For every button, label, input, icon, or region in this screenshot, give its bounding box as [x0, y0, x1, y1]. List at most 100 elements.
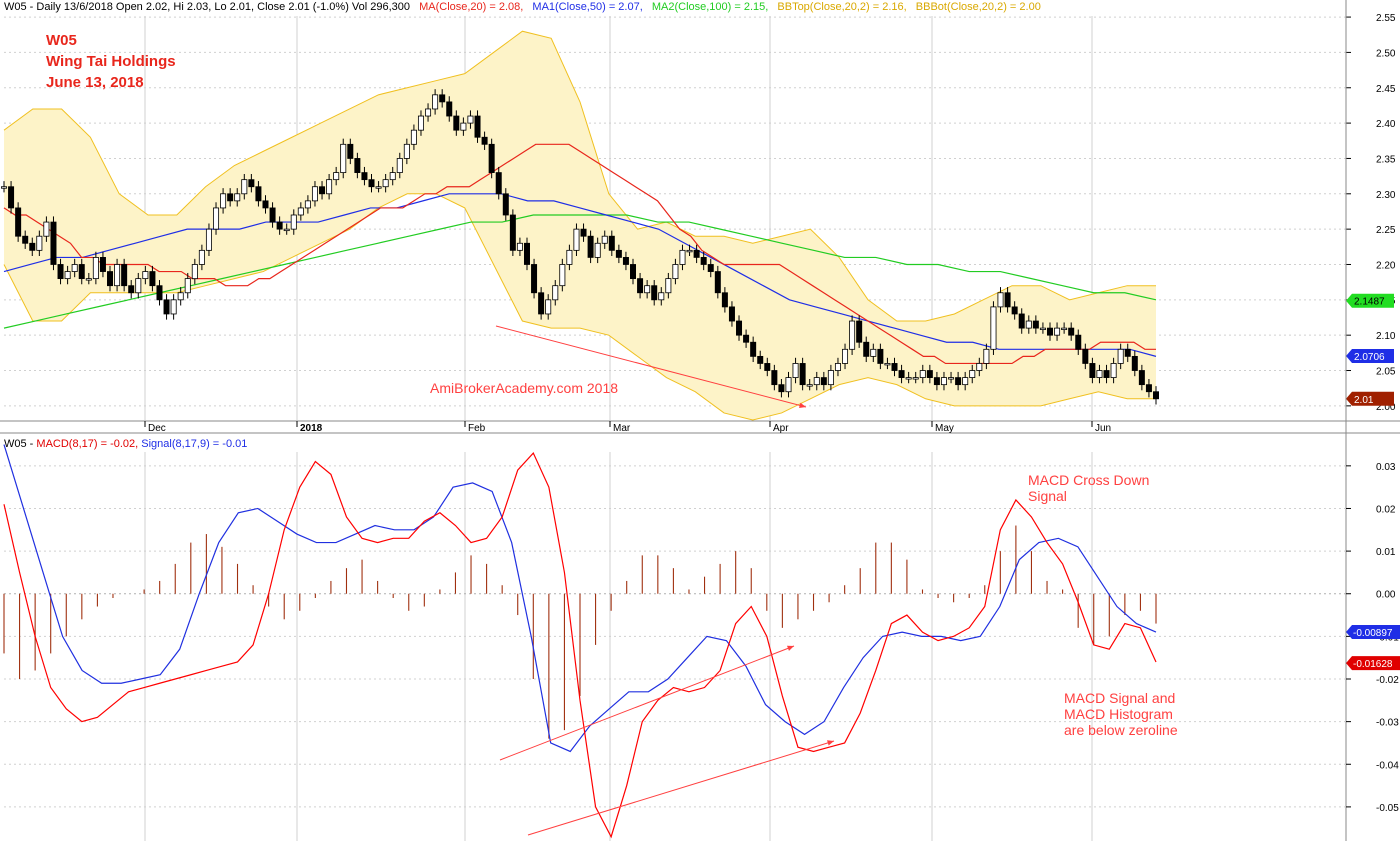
candle-body [778, 384, 785, 393]
candle-body [764, 363, 771, 371]
candle-body [156, 285, 163, 301]
candle-body [64, 271, 71, 280]
candle-body [361, 172, 368, 181]
candle-body [842, 348, 849, 364]
candle-body [354, 158, 361, 173]
candle-body [1011, 306, 1018, 315]
x-tick-label: Mar [613, 423, 631, 434]
watermark-text: AmiBrokerAcademy.com 2018 [430, 380, 619, 396]
candle-body [276, 221, 283, 230]
macd-tick-label: 0.02 [1376, 504, 1396, 515]
bollinger-top-line [3, 30, 1156, 322]
price-tick-label: 2.10 [1376, 331, 1396, 342]
candle-body [1025, 320, 1032, 329]
candle-body [403, 143, 410, 159]
candle-body [78, 264, 85, 280]
candle-body [0, 186, 7, 189]
candle-body [615, 249, 622, 258]
price-pane-header: W05 - Daily 13/6/2018 Open 2.02, Hi 2.03… [4, 1, 1041, 13]
candle-body [410, 129, 417, 145]
candle-body [1004, 292, 1011, 308]
candle-body [1046, 327, 1053, 336]
candle-body [919, 370, 926, 378]
candle-body [1131, 355, 1138, 371]
candle-body [587, 235, 594, 258]
candle-body [297, 207, 304, 216]
candle-body [22, 235, 29, 244]
candle-body [834, 363, 841, 371]
macd-tick-label: -0.02 [1376, 675, 1399, 686]
candle-body [128, 285, 135, 294]
signal-line [3, 444, 1157, 753]
candle-body [601, 235, 608, 244]
candle-body [856, 320, 863, 343]
candle-body [375, 186, 382, 189]
candle-body [347, 143, 354, 159]
candle-body [71, 264, 78, 272]
candle-body [630, 264, 637, 280]
price-label-text: 2.0706 [1354, 352, 1385, 363]
price-label-text: 2.01 [1354, 395, 1374, 406]
candle-body [92, 257, 99, 280]
candle-body [820, 377, 827, 386]
candle-body [665, 278, 672, 294]
macd-tick-label: 0.03 [1376, 462, 1396, 473]
candle-body [990, 306, 997, 350]
candle-body [644, 285, 651, 294]
candle-body [714, 271, 721, 294]
candle-body [227, 193, 234, 202]
price-tick-label: 2.25 [1376, 225, 1396, 236]
candle-body [368, 179, 375, 188]
candle-body [566, 249, 573, 265]
candle-body [1018, 313, 1025, 329]
x-tick-label: Feb [468, 423, 486, 434]
x-tick-label: Jun [1095, 423, 1111, 434]
candle-body [531, 264, 538, 294]
candle-body [319, 186, 326, 195]
candle-body [170, 299, 177, 315]
candle-body [785, 377, 792, 393]
x-tick-label: Dec [148, 423, 166, 434]
candle-body [948, 377, 955, 380]
candle-body [262, 200, 269, 209]
candle-body [340, 143, 347, 173]
candle-body [1145, 384, 1152, 393]
candle-body [283, 228, 290, 232]
candle-body [198, 249, 205, 265]
price-tick-label: 2.05 [1376, 367, 1396, 378]
candle-body [523, 242, 530, 265]
candle-body [99, 257, 106, 272]
candle-body [425, 108, 432, 117]
candle-body [36, 235, 43, 251]
candle-body [1103, 370, 1110, 378]
candle-body [884, 363, 891, 366]
candle-body [594, 242, 601, 258]
macd-value-text: -0.00897 [1353, 628, 1393, 639]
candle-body [107, 271, 114, 287]
candle-body [1096, 370, 1103, 378]
candle-body [573, 228, 580, 251]
candle-body [488, 143, 495, 173]
price-divergence-arrow-head [799, 402, 806, 409]
candle-body [1054, 327, 1061, 336]
candle-body [85, 278, 92, 281]
candle-body [933, 377, 940, 386]
candle-body [863, 341, 870, 357]
candle-body [396, 158, 403, 173]
candle-body [234, 193, 241, 202]
candle-body [693, 249, 700, 258]
candle-body [849, 320, 856, 350]
annotation-below-zero: MACD Signal and MACD Histogram are below… [1064, 690, 1178, 738]
candle-body [997, 292, 1004, 308]
candle-body [736, 320, 743, 336]
macd-divergence-arrow-lower-head [827, 740, 834, 746]
candle-body [220, 193, 227, 209]
macd-divergence-arrow-lower [527, 740, 835, 836]
candle-body [15, 207, 22, 237]
candle-body [608, 235, 615, 251]
candle-body [898, 370, 905, 378]
candle-body [806, 384, 813, 387]
candle-body [474, 115, 481, 138]
candle-body [983, 348, 990, 364]
